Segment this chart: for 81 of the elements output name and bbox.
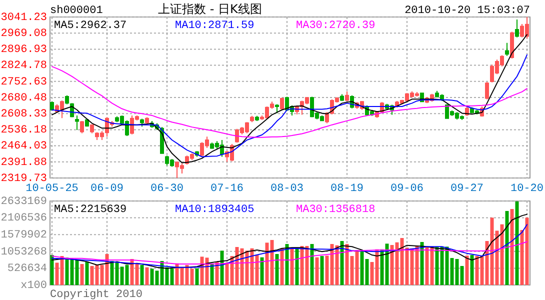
x-tick-label: 10-20: [510, 183, 544, 195]
x-tick-label: 06-30: [150, 183, 184, 195]
y-tick-label: 2464.03: [0, 140, 47, 153]
y-tick-label: 2608.33: [0, 108, 47, 121]
x-tick-label: 07-16: [210, 183, 244, 195]
candlestick: [505, 42, 509, 56]
annotation: sh000001: [50, 5, 104, 17]
y-tick-label: 526634: [7, 263, 48, 276]
x-tick-label: 09-06: [390, 183, 424, 195]
candlestick: [75, 114, 79, 130]
candlestick: [345, 90, 349, 102]
candlestick: [250, 115, 254, 123]
bar: [210, 263, 214, 285]
y-tick-label: 3041.23: [0, 12, 47, 24]
candlestick: [80, 120, 84, 134]
bar: [505, 210, 509, 285]
line-series: [52, 66, 528, 138]
candlestick: [145, 116, 149, 125]
text: Copyright 2010: [50, 289, 142, 300]
y-tick-label: 2896.93: [0, 44, 47, 56]
candlestick: [280, 97, 284, 110]
x-tick-label: 10-05-25: [26, 183, 78, 195]
bar: [195, 268, 199, 285]
bar: [50, 255, 54, 285]
candlestick: [65, 94, 69, 105]
y-tick-label: 2752.63: [0, 76, 47, 88]
text: MA10:2871.59: [175, 20, 254, 32]
bar: [295, 248, 299, 285]
candlestick: [485, 81, 489, 100]
line-series: [52, 34, 528, 164]
chart-title: 上证指数 - 日K线图: [158, 2, 262, 16]
y-tick-label: 2106536: [0, 212, 47, 225]
bar: [340, 241, 344, 285]
y-tick-label: 2319.73: [0, 172, 47, 185]
bar: [515, 201, 519, 285]
bar: [145, 267, 149, 285]
bar: [290, 248, 294, 285]
bar: [85, 262, 89, 285]
x-tick-label: 09-27: [450, 183, 484, 195]
line-series: [52, 224, 528, 268]
y-tick-label: 2680.48: [0, 92, 47, 104]
text: MA30:1356818: [296, 204, 376, 216]
candlestick: [90, 124, 94, 134]
x-tick-label: 08-19: [330, 183, 364, 195]
bar: [465, 256, 469, 285]
bar: [320, 256, 324, 285]
text: MA5:2215639: [54, 204, 127, 216]
y-tick-label: 2969.08: [0, 28, 47, 40]
bar: [510, 209, 514, 285]
y-tick-label: 2633169: [0, 196, 47, 208]
bar: [260, 257, 264, 285]
bar: [315, 257, 319, 285]
line-series: [52, 54, 528, 158]
bar: [310, 244, 314, 285]
bar: [215, 262, 219, 285]
x-tick-label: 06-09: [90, 183, 124, 195]
candlestick: [275, 104, 279, 114]
y-tick-label: 1053268: [0, 246, 47, 258]
y-tick-label: x100: [20, 280, 47, 292]
text: MA10:1893405: [175, 204, 254, 216]
y-tick-label: 2824.78: [0, 60, 47, 72]
candlestick: [340, 94, 344, 102]
bar: [80, 264, 84, 285]
x-tick-label: 08-03: [270, 183, 304, 195]
candlestick: [140, 118, 144, 128]
y-tick-label: 2391.88: [0, 156, 47, 169]
line-series: [52, 241, 528, 265]
y-tick-label: 2536.18: [0, 124, 47, 137]
bar: [275, 254, 279, 285]
y-tick-label: 1579902: [0, 230, 47, 242]
line-series: [52, 214, 528, 269]
candlestick: [255, 115, 259, 122]
bar: [420, 242, 424, 285]
bar: [280, 248, 284, 285]
bar: [470, 255, 474, 285]
annotation: 2010-10-20 15:03:07: [404, 5, 530, 17]
text: MA30:2720.39: [296, 20, 376, 32]
candlestick: [515, 19, 519, 38]
bar: [140, 265, 144, 285]
text: MA5:2962.37: [54, 20, 127, 32]
bar: [285, 244, 289, 285]
